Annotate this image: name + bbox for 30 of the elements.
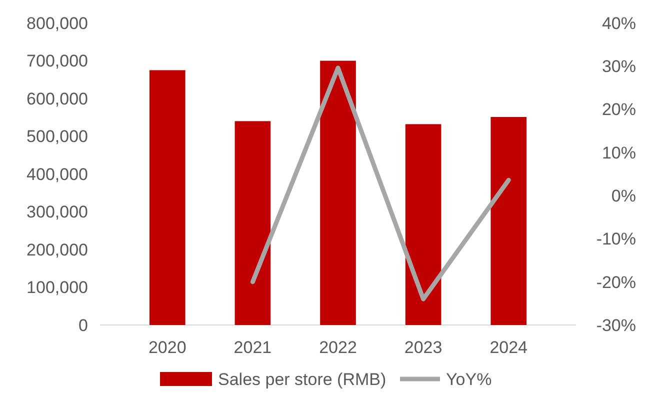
y2-tick-label: 10% <box>602 143 636 162</box>
y-tick-label: 500,000 <box>26 127 88 146</box>
legend-label: Sales per store (RMB) <box>218 370 386 389</box>
y2-tick-label: 20% <box>602 100 636 120</box>
y-tick-label: 100,000 <box>26 278 88 298</box>
y2-tick-label: -10% <box>596 230 636 249</box>
line-series <box>250 66 511 302</box>
y-tick-label: 800,000 <box>26 14 88 33</box>
bar <box>320 60 356 325</box>
x-tick-label: 2021 <box>234 338 272 357</box>
x-tick-label: 2020 <box>148 338 186 357</box>
bar <box>405 124 442 325</box>
legend-label: YoY% <box>446 370 492 389</box>
y-tick-label: 400,000 <box>26 164 88 184</box>
x-tick-label: 2022 <box>319 338 357 357</box>
y2-tick-label: -30% <box>596 316 636 335</box>
y2-tick-label: 0% <box>611 186 636 206</box>
y-tick-label: 300,000 <box>26 202 88 222</box>
bar <box>234 121 271 325</box>
y-tick-label: 0 <box>78 316 88 335</box>
x-tick-label: 2024 <box>490 338 528 357</box>
y-tick-label: 700,000 <box>26 52 88 71</box>
y-tick-label: 200,000 <box>26 240 88 260</box>
x-tick-label: 2023 <box>404 338 442 357</box>
bar <box>490 116 527 325</box>
bar <box>149 70 186 325</box>
y2-tick-label: -20% <box>596 272 636 292</box>
y2-tick-label: 30% <box>602 57 636 76</box>
y2-tick-label: 40% <box>602 14 636 33</box>
y-tick-label: 600,000 <box>26 89 88 108</box>
